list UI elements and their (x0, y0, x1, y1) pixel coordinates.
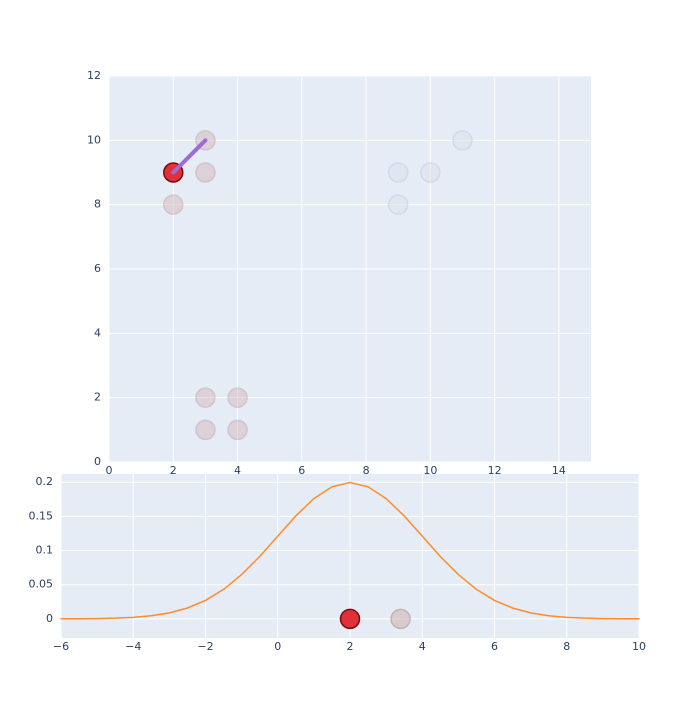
point (387, 194, 409, 215)
line (60, 481, 640, 620)
x-tick-label: −6 (53, 640, 69, 653)
x-tick-label: 6 (491, 640, 498, 653)
x-tick-label: 8 (563, 640, 570, 653)
point (339, 608, 361, 630)
x-tick-label: 0 (106, 464, 113, 477)
y-tick-label: 8 (94, 198, 101, 211)
x-tick-label: 12 (488, 464, 502, 477)
y-tick-label: 0 (94, 455, 101, 468)
y-tick-label: 4 (94, 326, 101, 339)
y-tick-label: 0.05 (29, 578, 54, 591)
point (227, 419, 248, 441)
y-tick-label: 0.15 (29, 509, 54, 522)
x-tick-label: 14 (552, 464, 566, 477)
x-tick-label: −4 (125, 640, 141, 653)
point (195, 162, 216, 183)
x-tick-label: −2 (197, 640, 213, 653)
x-tick-label: 4 (419, 640, 426, 653)
y-tick-label: 6 (94, 262, 101, 275)
connector-line (171, 138, 208, 175)
x-tick-label: 8 (363, 464, 370, 477)
point (195, 387, 216, 408)
x-tick-label: 10 (423, 464, 437, 477)
y-tick-label: 0.1 (36, 544, 54, 557)
y-tick-label: 0.2 (36, 475, 54, 488)
point (195, 419, 216, 441)
x-tick-label: 4 (234, 464, 241, 477)
point (163, 194, 184, 215)
x-tick-label: 10 (632, 640, 646, 653)
x-tick-label: 0 (274, 640, 281, 653)
y-tick-label: 12 (87, 69, 101, 82)
x-tick-label: 6 (298, 464, 305, 477)
point (387, 162, 409, 183)
point (452, 130, 473, 151)
x-tick-label: 2 (347, 640, 354, 653)
point (420, 162, 441, 183)
point (227, 387, 248, 408)
point (390, 608, 411, 630)
x-tick-label: 2 (170, 464, 177, 477)
y-tick-label: 0 (46, 612, 53, 625)
y-tick-label: 10 (87, 133, 101, 146)
y-tick-label: 2 (94, 391, 101, 404)
